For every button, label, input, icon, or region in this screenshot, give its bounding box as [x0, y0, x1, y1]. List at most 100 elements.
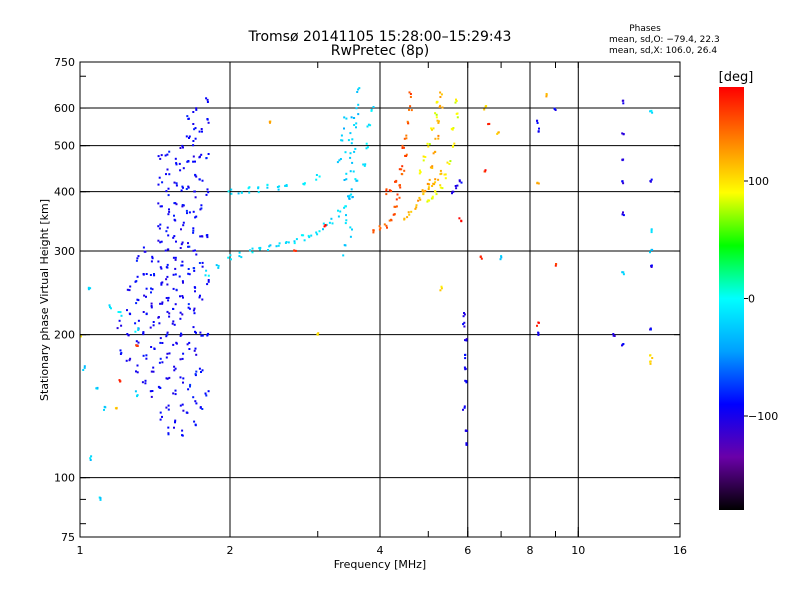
data-point	[275, 245, 278, 248]
data-point	[367, 123, 370, 126]
data-point	[435, 100, 438, 103]
data-point	[89, 287, 92, 290]
data-point	[464, 339, 466, 342]
data-point	[134, 330, 137, 333]
data-point	[357, 88, 360, 91]
data-point	[421, 189, 424, 192]
data-point	[410, 109, 413, 112]
data-point	[181, 144, 184, 147]
data-point	[349, 226, 352, 229]
data-point	[152, 366, 155, 369]
data-point	[200, 128, 203, 130]
data-point	[168, 210, 171, 213]
data-point	[315, 231, 318, 234]
data-point	[349, 132, 352, 135]
data-point	[357, 103, 360, 106]
data-point	[167, 234, 170, 237]
data-point	[257, 187, 260, 190]
data-point	[407, 211, 410, 214]
colorbar-label: [deg]	[719, 70, 754, 85]
data-point	[179, 334, 182, 337]
data-point	[125, 359, 128, 362]
data-point	[463, 406, 466, 409]
data-point	[195, 253, 198, 256]
data-point	[316, 233, 319, 236]
data-point	[165, 173, 167, 176]
data-point	[175, 162, 178, 165]
y-tick-label: 200	[54, 329, 75, 342]
data-point	[206, 188, 209, 191]
data-point	[129, 285, 132, 288]
data-point	[497, 131, 500, 134]
data-point	[351, 228, 353, 231]
data-point	[238, 251, 241, 254]
data-point	[240, 191, 243, 194]
data-point	[145, 287, 148, 290]
data-point	[150, 260, 153, 263]
data-point	[649, 180, 652, 183]
data-point	[343, 244, 346, 247]
data-point	[650, 264, 653, 267]
data-point	[351, 138, 354, 141]
data-point	[167, 433, 170, 436]
data-point	[347, 139, 350, 142]
data-point	[193, 349, 196, 352]
data-point	[185, 135, 188, 138]
data-point	[166, 333, 169, 336]
data-point	[458, 180, 461, 183]
data-point	[538, 127, 540, 130]
data-point	[464, 429, 467, 432]
data-point	[192, 123, 195, 125]
data-point	[179, 376, 182, 379]
data-point	[350, 116, 353, 119]
data-point	[136, 364, 139, 367]
data-point	[278, 242, 281, 245]
data-point	[173, 426, 175, 429]
data-point	[456, 116, 459, 119]
data-point	[165, 230, 168, 233]
colorbar: [deg] 100 0 −100	[719, 70, 778, 510]
data-point	[293, 242, 296, 245]
data-point	[159, 157, 162, 160]
data-point	[119, 311, 122, 314]
data-point	[651, 111, 654, 114]
data-point	[398, 184, 401, 187]
data-point	[463, 321, 466, 324]
data-point	[308, 236, 311, 239]
data-point	[187, 268, 190, 270]
data-point	[452, 127, 455, 129]
data-point	[206, 283, 209, 286]
data-point	[650, 229, 653, 232]
data-point	[612, 334, 615, 337]
data-point	[348, 197, 351, 200]
data-point	[161, 302, 164, 305]
data-point	[181, 403, 184, 406]
data-point	[345, 219, 348, 222]
data-point	[159, 418, 162, 421]
data-point	[180, 332, 182, 335]
data-point	[403, 218, 406, 221]
data-point	[488, 123, 491, 125]
data-point	[437, 120, 440, 123]
data-point	[435, 193, 438, 196]
data-point	[349, 170, 352, 173]
data-point	[238, 255, 241, 258]
data-point	[414, 207, 417, 210]
data-point	[405, 153, 408, 156]
data-point	[174, 267, 177, 270]
data-point	[322, 228, 324, 231]
grid-lines	[80, 62, 680, 537]
data-point	[295, 238, 298, 241]
data-point	[432, 182, 435, 185]
data-point	[440, 285, 443, 288]
data-point	[399, 186, 402, 189]
data-point	[349, 152, 352, 155]
data-point	[401, 173, 404, 176]
data-point	[172, 287, 175, 290]
data-point	[451, 145, 454, 148]
data-point	[454, 101, 457, 104]
data-point	[185, 188, 188, 190]
data-point	[187, 185, 190, 188]
data-point	[168, 173, 171, 176]
data-point	[378, 225, 381, 228]
